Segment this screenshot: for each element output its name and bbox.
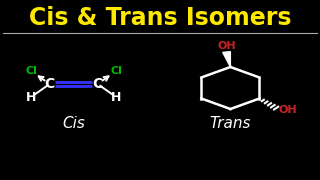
Text: H: H <box>111 91 121 104</box>
Text: Cl: Cl <box>110 66 122 76</box>
Text: OH: OH <box>217 41 236 51</box>
Text: C: C <box>44 77 55 91</box>
Text: H: H <box>26 91 36 104</box>
Text: Trans: Trans <box>210 116 251 130</box>
Text: Cl: Cl <box>25 66 37 76</box>
Polygon shape <box>223 52 230 67</box>
Text: Cis & Trans Isomers: Cis & Trans Isomers <box>29 6 291 30</box>
Text: Cis: Cis <box>62 116 85 130</box>
Text: C: C <box>92 77 103 91</box>
Text: OH: OH <box>279 105 298 115</box>
